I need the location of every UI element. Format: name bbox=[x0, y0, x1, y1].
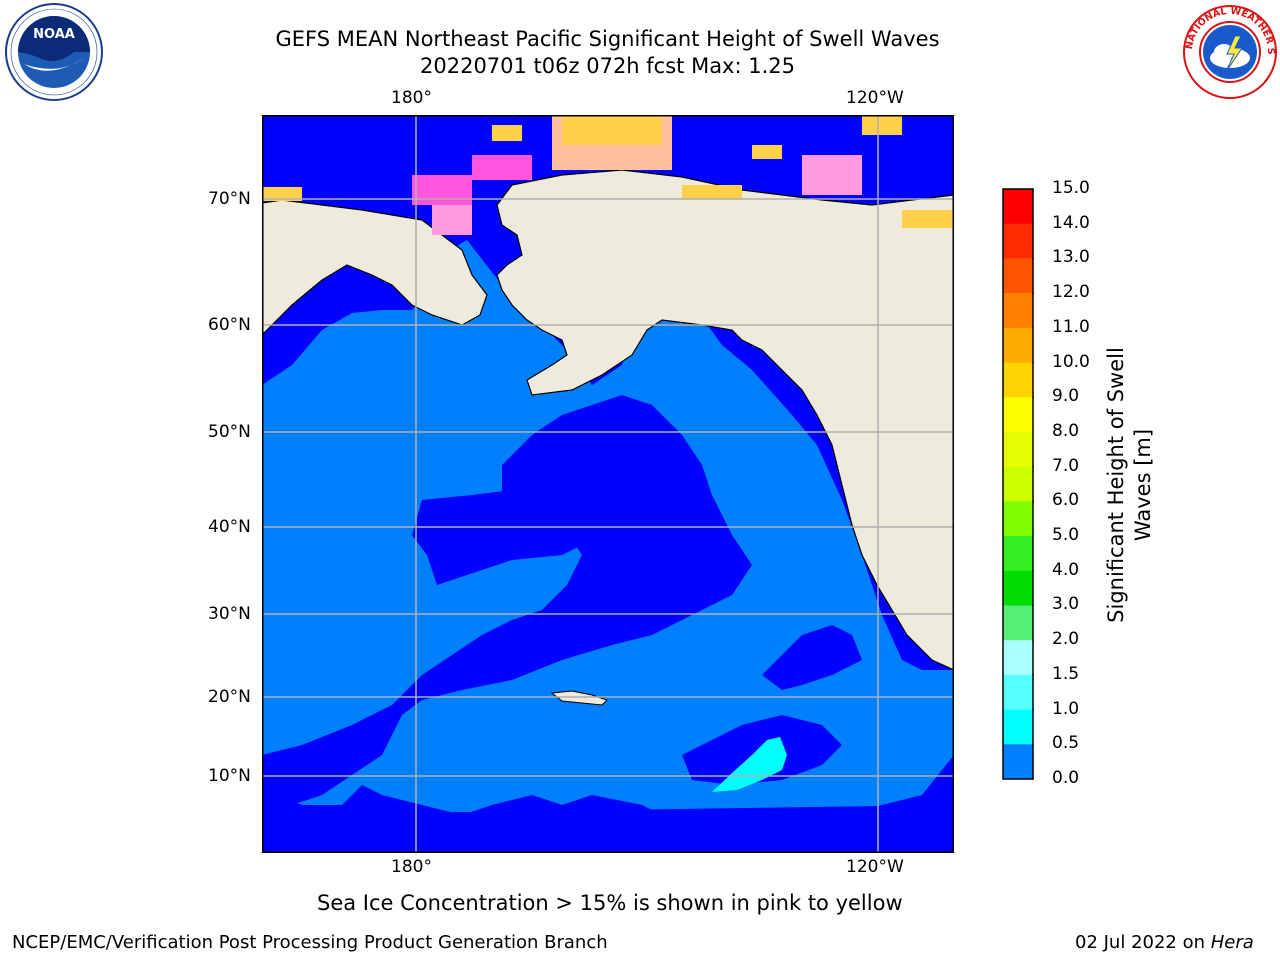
lon-label-bottom-120w: 120°W bbox=[846, 857, 904, 877]
colorbar-tick-label: 13.0 bbox=[1052, 247, 1090, 268]
footer-left: NCEP/EMC/Verification Post Processing Pr… bbox=[12, 932, 608, 953]
footer-right: 02 Jul 2022 on Hera bbox=[1075, 932, 1254, 953]
chart-title: GEFS MEAN Northeast Pacific Significant … bbox=[275, 27, 940, 51]
sea-ice-region bbox=[262, 115, 952, 235]
colorbar-segment bbox=[1003, 327, 1033, 364]
colorbar-tick-label: 3.0 bbox=[1052, 594, 1080, 615]
colorbar-tick-label: 6.0 bbox=[1052, 490, 1080, 511]
lat-label-40n: 40°N bbox=[208, 517, 251, 537]
colorbar-tick-label: 7.0 bbox=[1052, 455, 1080, 476]
nws-logo: NATIONAL WEATHER SERVICE bbox=[1180, 2, 1277, 99]
lon-label-top-120w: 120°W bbox=[846, 88, 904, 108]
colorbar-segment bbox=[1003, 293, 1033, 329]
colorbar-tick-label: 11.0 bbox=[1052, 316, 1090, 337]
colorbar-label: Significant Height of Swell Waves [m] bbox=[1104, 347, 1155, 623]
lat-label-50n: 50°N bbox=[208, 422, 251, 442]
colorbar-tick-label: 0.0 bbox=[1052, 768, 1080, 788]
colorbar-segment bbox=[1003, 536, 1033, 572]
colorbar-tick-label: 1.0 bbox=[1052, 698, 1080, 719]
colorbar-tick-label: 1.5 bbox=[1052, 663, 1080, 684]
land-masses bbox=[262, 115, 954, 671]
colorbar-segment bbox=[1003, 709, 1033, 745]
map-frame bbox=[262, 115, 954, 853]
colorbar-tick-label: 4.0 bbox=[1052, 559, 1080, 580]
chart-subtitle: 20220701 t06z 072h fcst Max: 1.25 bbox=[420, 54, 795, 78]
colorbar-segment bbox=[1003, 501, 1033, 537]
sea-ice-caption: Sea Ice Concentration > 15% is shown in … bbox=[317, 891, 903, 915]
colorbar-segment bbox=[1003, 362, 1033, 398]
swell-height-map bbox=[262, 115, 954, 853]
colorbar-segment bbox=[1003, 605, 1033, 641]
lat-label-60n: 60°N bbox=[208, 315, 251, 335]
colorbar-segment bbox=[1003, 189, 1033, 225]
noaa-logo-text: NOAA bbox=[33, 27, 75, 42]
colorbar-segment bbox=[1003, 466, 1033, 502]
footer-host: Hera bbox=[1210, 932, 1254, 953]
colorbar-tick-label: 15.0 bbox=[1052, 178, 1090, 198]
colorbar-segment bbox=[1003, 640, 1033, 676]
colorbar-segment bbox=[1003, 223, 1033, 259]
lon-label-bottom-180: 180° bbox=[391, 857, 432, 877]
colorbar-tick-label: 2.0 bbox=[1052, 629, 1080, 650]
colorbar-tick-label: 14.0 bbox=[1052, 212, 1090, 233]
colorbar-frame bbox=[1002, 188, 1034, 780]
colorbar-tick-label: 9.0 bbox=[1052, 386, 1080, 407]
colorbar-segment bbox=[1003, 431, 1033, 468]
footer-date: 02 Jul 2022 on bbox=[1075, 932, 1211, 953]
colorbar-segment bbox=[1003, 744, 1033, 780]
swell-region-1.0-1.5 bbox=[712, 737, 787, 792]
lat-label-20n: 20°N bbox=[208, 687, 251, 707]
colorbar-tick-label: 5.0 bbox=[1052, 525, 1080, 546]
colorbar-tick-label: 12.0 bbox=[1052, 282, 1090, 303]
colorbar-segment bbox=[1003, 258, 1033, 294]
colorbar bbox=[1002, 188, 1034, 780]
lat-label-30n: 30°N bbox=[208, 604, 251, 624]
swell-region-0-0.5 bbox=[262, 395, 954, 853]
colorbar-segment bbox=[1003, 674, 1033, 711]
colorbar-tick-label: 0.5 bbox=[1052, 733, 1080, 754]
lat-label-10n: 10°N bbox=[208, 766, 251, 786]
graticule bbox=[262, 115, 954, 853]
colorbar-segment bbox=[1003, 570, 1033, 606]
colorbar-tick-label: 8.0 bbox=[1052, 420, 1080, 441]
colorbar-segment bbox=[1003, 397, 1033, 433]
lon-label-top-180: 180° bbox=[391, 88, 432, 108]
lat-label-70n: 70°N bbox=[208, 189, 251, 209]
colorbar-tick-label: 10.0 bbox=[1052, 351, 1090, 372]
noaa-logo: NOAA bbox=[5, 3, 103, 101]
hawaii-islands bbox=[550, 690, 608, 706]
